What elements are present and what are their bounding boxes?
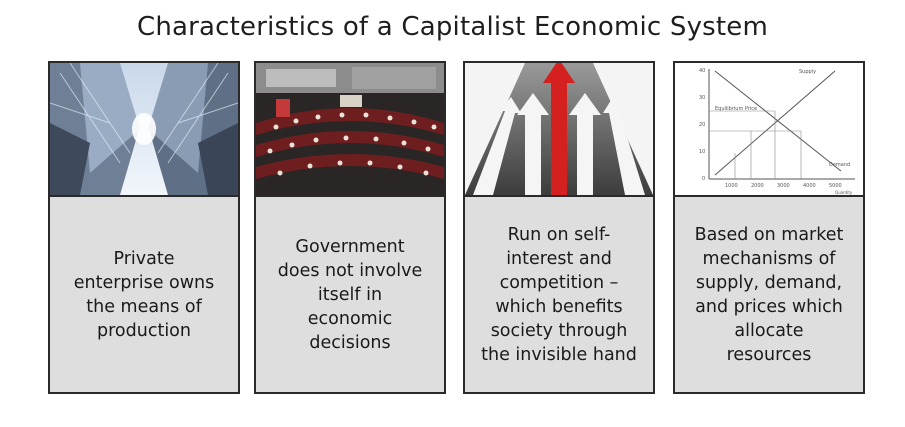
supply-demand-graph-icon: 40 30 20 10 0 1000 2000 3000 4000 5000 S… bbox=[675, 63, 863, 197]
parliament-chamber-photo-icon bbox=[256, 63, 444, 197]
card-caption: Government does not involve itself in ec… bbox=[277, 236, 423, 353]
y-tick-label: 30 bbox=[699, 95, 705, 101]
x-axis-label: Quantity bbox=[835, 190, 853, 195]
equilibrium-label: Equilibrium Price bbox=[715, 106, 757, 112]
card-caption: Based on market mechanisms of supply, de… bbox=[694, 224, 844, 365]
supply-label: Supply bbox=[799, 69, 816, 75]
card-caption: Private enterprise owns the means of pro… bbox=[73, 248, 215, 341]
x-tick-label: 2000 bbox=[751, 183, 764, 189]
card-caption: Run on self- interest and competition – … bbox=[481, 224, 637, 365]
y-tick-label: 20 bbox=[699, 122, 705, 128]
y-tick-label: 40 bbox=[699, 68, 705, 74]
road-arrows-photo-icon bbox=[465, 63, 653, 197]
y-tick-label: 0 bbox=[702, 176, 705, 182]
x-tick-label: 1000 bbox=[725, 183, 738, 189]
x-tick-label: 4000 bbox=[803, 183, 816, 189]
x-tick-label: 3000 bbox=[777, 183, 790, 189]
y-tick-label: 10 bbox=[699, 149, 705, 155]
demand-label: Demand bbox=[829, 162, 850, 168]
card-government: Government does not involve itself in ec… bbox=[254, 61, 446, 394]
x-tick-label: 5000 bbox=[829, 183, 842, 189]
diagram-title: Characteristics of a Capitalist Economic… bbox=[136, 12, 769, 42]
card-self-interest: Run on self- interest and competition – … bbox=[463, 61, 655, 394]
skyscrapers-photo-icon bbox=[50, 63, 238, 197]
card-market-mechanisms: 40 30 20 10 0 1000 2000 3000 4000 5000 S… bbox=[673, 61, 865, 394]
card-private-enterprise: Private enterprise owns the means of pro… bbox=[48, 61, 240, 394]
